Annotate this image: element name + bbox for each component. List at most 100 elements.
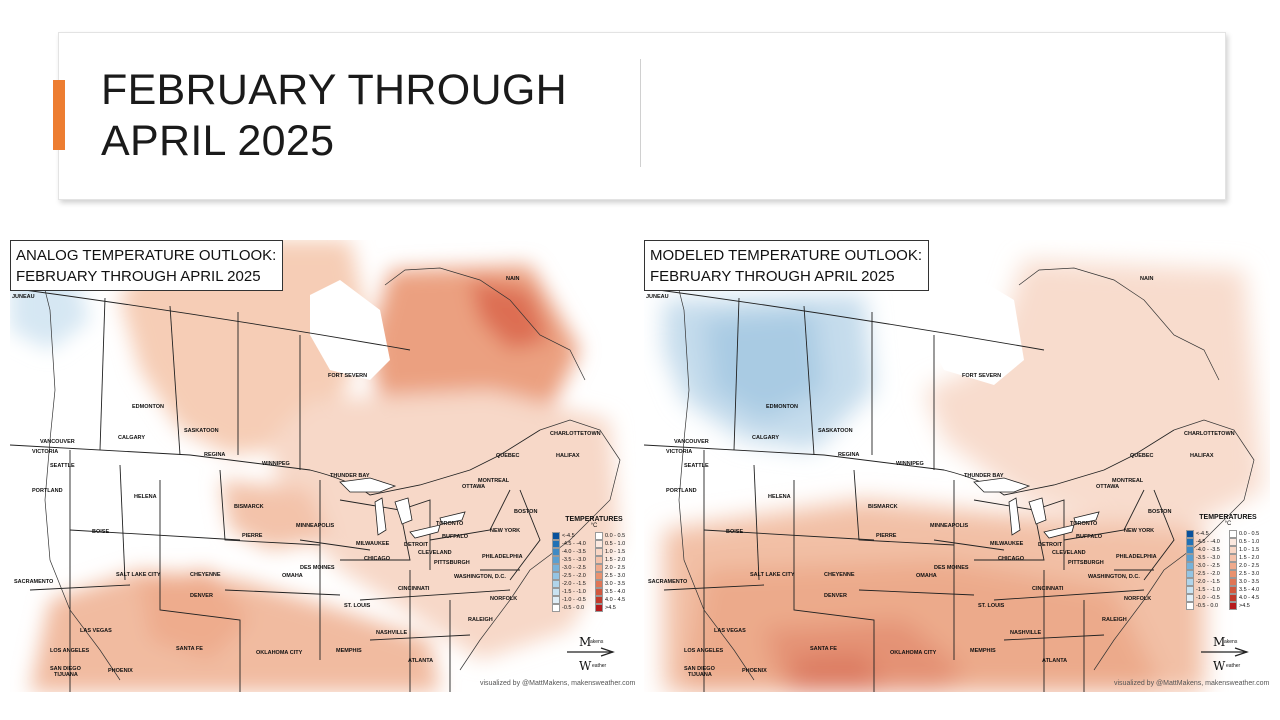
legend-label: <-4.5: [1196, 531, 1209, 537]
city-label: SACRAMENTO: [648, 579, 688, 585]
analog-great-lakes: [339, 477, 466, 539]
legend-columns: <-4.5 -4.5 - -4.0 -4.0 - -3.5 -3.5 - -3.0 -3…: [552, 532, 636, 612]
city-label: TORONTO: [436, 521, 464, 527]
city-label: BOISE: [92, 529, 109, 535]
legend-swatch: [552, 580, 560, 588]
city-label: PIERRE: [876, 533, 897, 539]
legend-swatch: [1186, 594, 1194, 602]
legend-label: -4.5 - -4.0: [562, 541, 586, 547]
legend-item: 0.5 - 1.0: [1229, 538, 1269, 546]
city-label: RALEIGH: [1102, 617, 1127, 623]
legend-label: 1.5 - 2.0: [1239, 555, 1260, 561]
legend-item: -1.5 - -1.0: [1186, 586, 1226, 594]
legend-swatch: [595, 604, 603, 612]
city-label: NEW YORK: [1124, 528, 1154, 534]
city-label: TORONTO: [1070, 521, 1098, 527]
city-label: THUNDER BAY: [964, 473, 1004, 479]
legend-warm-column: 0.0 - 0.5 0.5 - 1.0 1.0 - 1.5 1.5 - 2.0 2.0 …: [595, 532, 635, 612]
svg-text:M: M: [579, 635, 591, 649]
city-label: RALEIGH: [468, 617, 493, 623]
legend-item: 1.5 - 2.0: [595, 556, 635, 564]
legend-item: 2.0 - 2.5: [595, 564, 635, 572]
city-label: DES MOINES: [300, 565, 335, 571]
city-label: CLEVELAND: [1052, 550, 1086, 556]
city-label: SANTA FE: [176, 646, 203, 652]
legend-unit: °C: [590, 523, 598, 529]
city-label: SASKATOON: [184, 428, 219, 434]
legend-swatch: [1229, 570, 1237, 578]
legend-swatch: [1186, 562, 1194, 570]
legend-label: 3.0 - 3.5: [1239, 579, 1260, 585]
legend-label: -3.0 - -2.5: [1196, 563, 1220, 569]
legend-label: 1.0 - 1.5: [605, 549, 626, 555]
legend-item: 2.5 - 3.0: [595, 572, 635, 580]
makens-weather-logo: M akens W eather: [567, 635, 615, 673]
city-label: PITTSBURGH: [1068, 560, 1104, 566]
legend-item: -4.0 - -3.5: [552, 548, 592, 556]
legend-item: <-4.5: [1186, 530, 1226, 538]
city-label: MILWAUKEE: [356, 541, 390, 547]
analog-credit: visualized by @MattMakens, makensweather…: [480, 680, 636, 687]
legend-title: TEMPERATURES: [565, 516, 623, 523]
legend-swatch: [552, 532, 560, 540]
legend-label: 1.5 - 2.0: [605, 557, 626, 563]
legend-title: TEMPERATURES: [1199, 514, 1257, 521]
city-label: BUFFALO: [442, 534, 469, 540]
city-label: ATLANTA: [1042, 658, 1067, 664]
legend-label: 3.5 - 4.0: [1239, 587, 1260, 593]
city-label: BOSTON: [1148, 509, 1171, 515]
city-label: THUNDER BAY: [330, 473, 370, 479]
modeled-map-title-line-2: FEBRUARY THROUGH APRIL 2025: [650, 268, 895, 285]
legend-item: -3.5 - -3.0: [552, 556, 592, 564]
legend-swatch: [595, 564, 603, 572]
legend-swatch: [1186, 586, 1194, 594]
legend-label: >4.5: [1239, 603, 1250, 609]
legend-cold-column: <-4.5 -4.5 - -4.0 -4.0 - -3.5 -3.5 - -3.0 -3…: [552, 532, 592, 612]
title-card: FEBRUARY THROUGH APRIL 2025: [53, 32, 1226, 200]
city-label: CHICAGO: [998, 556, 1025, 562]
city-label: VANCOUVER: [674, 439, 709, 445]
title-accent-bar: [53, 80, 65, 150]
city-label: ST. LOUIS: [978, 603, 1005, 609]
city-label: NAIN: [1140, 276, 1153, 282]
city-label: SEATTLE: [50, 463, 75, 469]
legend-label: -0.5 - 0.0: [1196, 603, 1219, 609]
legend-item: -1.0 - -0.5: [1186, 594, 1226, 602]
legend-label: -1.5 - -1.0: [562, 589, 586, 595]
city-label: NORFOLK: [1124, 596, 1151, 602]
city-label: PHILADELPHIA: [1116, 554, 1157, 560]
analog-legend: TEMPERATURES °C <-4.5 -4.5 - -4.0 -4.0 - -…: [552, 516, 636, 612]
legend-item: -2.5 - -2.0: [552, 572, 592, 580]
legend-swatch: [1229, 530, 1237, 538]
legend-label: 2.5 - 3.0: [605, 573, 626, 579]
modeled-great-lakes: [973, 477, 1100, 539]
city-label: TIJUANA: [688, 672, 712, 678]
city-label: CHARLOTTETOWN: [1184, 431, 1235, 437]
legend-swatch: [1186, 538, 1194, 546]
city-label: REGINA: [838, 452, 859, 458]
legend-swatch: [1229, 594, 1237, 602]
legend-item: -2.0 - -1.5: [1186, 578, 1226, 586]
svg-text:W: W: [1213, 659, 1226, 673]
legend-label: -3.5 - -3.0: [1196, 555, 1220, 561]
city-label: MINNEAPOLIS: [296, 523, 335, 529]
legend-swatch: [595, 540, 603, 548]
city-label: PIERRE: [242, 533, 263, 539]
legend-label: 2.0 - 2.5: [1239, 563, 1260, 569]
city-label: CHARLOTTETOWN: [550, 431, 601, 437]
legend-swatch: [1229, 562, 1237, 570]
city-label: VANCOUVER: [40, 439, 75, 445]
legend-label: -4.0 - -3.5: [1196, 547, 1220, 553]
city-label: HALIFAX: [1190, 453, 1214, 459]
legend-label: -3.0 - -2.5: [562, 565, 586, 571]
legend-label: 0.0 - 0.5: [1239, 531, 1260, 537]
legend-swatch: [1186, 554, 1194, 562]
city-label: REGINA: [204, 452, 225, 458]
city-label: HELENA: [134, 494, 157, 500]
legend-item: 4.0 - 4.5: [1229, 594, 1269, 602]
city-label: LOS ANGELES: [50, 648, 90, 654]
hudson-bay: [310, 280, 390, 380]
city-label: OMAHA: [916, 573, 937, 579]
city-label: PHOENIX: [742, 668, 767, 674]
legend-item: -0.5 - 0.0: [552, 604, 592, 612]
